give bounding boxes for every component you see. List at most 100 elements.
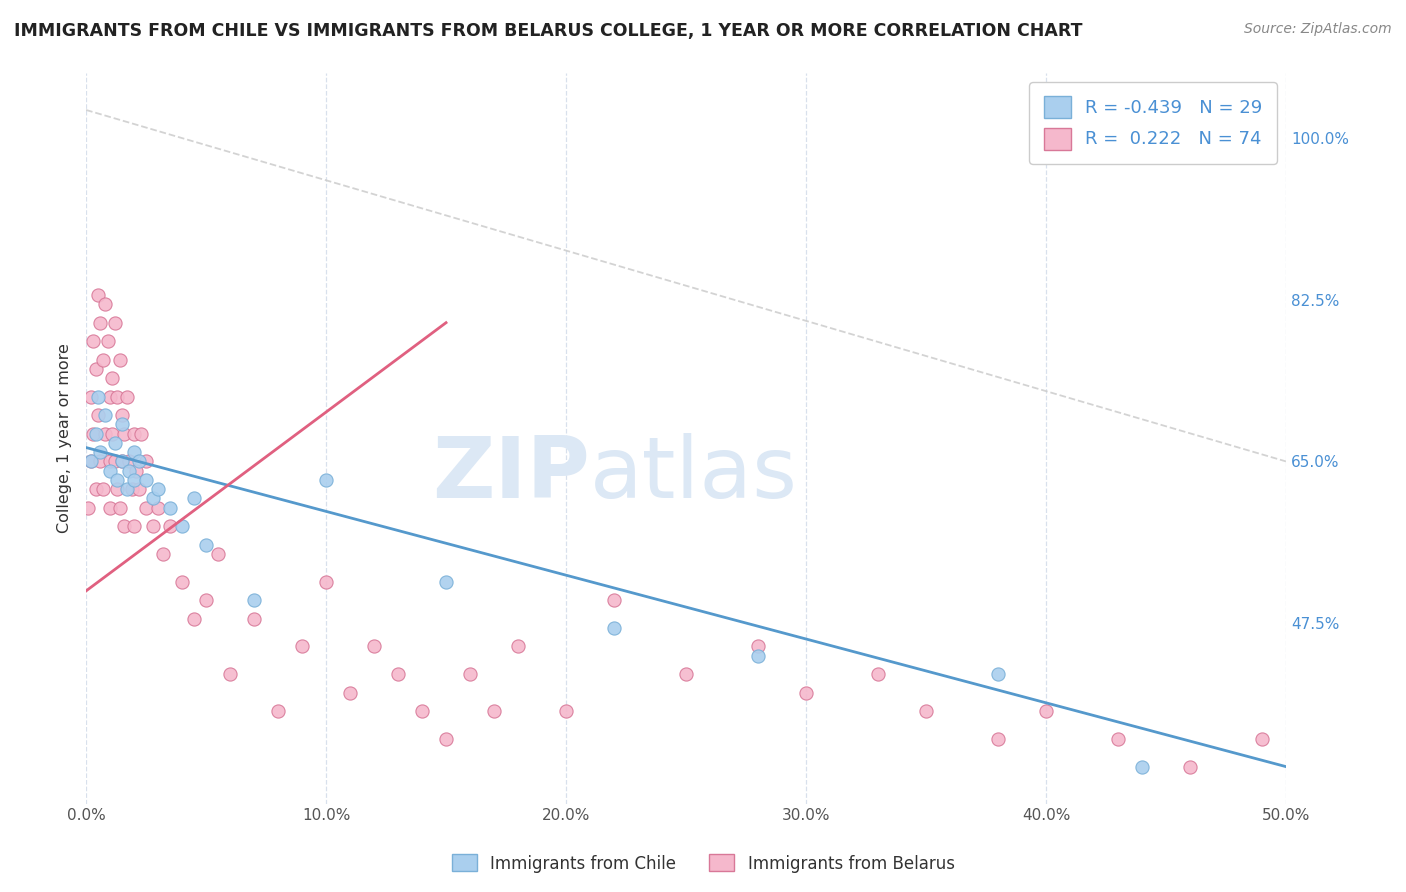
Point [101,426,124,441]
Point [129,426,152,441]
Point [170,519,193,533]
Point [243,612,266,626]
Point [195,593,218,607]
Point [91,352,114,367]
Point [675,667,697,681]
Point [104,316,127,330]
Point [105,482,128,496]
Text: ZIP: ZIP [432,434,591,516]
Text: Source: ZipAtlas.com: Source: ZipAtlas.com [1244,22,1392,37]
Point [82,426,104,441]
Point [89,454,111,468]
Point [1107,731,1129,746]
Point [118,454,141,468]
Point [84,362,107,376]
Point [89,316,111,330]
Point [125,464,148,478]
Point [555,704,578,718]
Point [866,667,889,681]
Point [111,417,134,432]
Point [219,667,242,681]
Point [159,500,181,515]
Legend: Immigrants from Chile, Immigrants from Belarus: Immigrants from Chile, Immigrants from B… [444,847,962,880]
Point [115,482,138,496]
Point [603,621,626,635]
Point [159,519,181,533]
Point [243,593,266,607]
Point [183,491,205,506]
Point [111,454,134,468]
Point [128,454,150,468]
Point [121,482,143,496]
Point [987,731,1010,746]
Point [118,464,141,478]
Point [434,574,457,589]
Point [747,648,769,663]
Y-axis label: College, 1 year or more: College, 1 year or more [58,343,72,533]
Point [84,426,107,441]
Point [94,297,117,311]
Point [84,482,107,496]
Point [89,445,111,459]
Point [135,473,157,487]
Point [108,500,131,515]
Point [434,731,457,746]
Point [111,408,134,422]
Point [315,574,337,589]
Point [339,685,361,699]
Point [987,667,1010,681]
Point [122,519,145,533]
Point [87,408,110,422]
Point [1130,759,1153,773]
Point [104,436,127,450]
Point [207,547,229,561]
Point [115,390,138,404]
Point [146,500,169,515]
Point [135,454,157,468]
Point [152,547,174,561]
Point [105,473,128,487]
Point [80,454,103,468]
Point [87,288,110,302]
Point [291,640,314,654]
Point [122,473,145,487]
Point [98,464,121,478]
Point [128,482,150,496]
Point [108,352,131,367]
Point [114,426,136,441]
Point [411,704,433,718]
Point [97,334,120,348]
Text: atlas: atlas [591,434,799,516]
Point [91,482,114,496]
Point [135,500,157,515]
Point [1178,759,1201,773]
Point [82,334,104,348]
Point [80,454,103,468]
Point [747,640,769,654]
Point [80,390,103,404]
Point [315,473,337,487]
Point [142,491,165,506]
Point [94,426,117,441]
Point [267,704,290,718]
Point [387,667,409,681]
Point [603,593,626,607]
Point [458,667,481,681]
Point [94,408,117,422]
Point [98,454,121,468]
Point [482,704,505,718]
Point [915,704,938,718]
Point [98,390,121,404]
Point [506,640,529,654]
Point [111,454,134,468]
Point [122,426,145,441]
Point [98,500,121,515]
Point [195,538,218,552]
Point [170,574,193,589]
Point [1035,704,1057,718]
Point [142,519,165,533]
Point [101,371,124,385]
Point [114,519,136,533]
Point [77,500,100,515]
Point [87,390,110,404]
